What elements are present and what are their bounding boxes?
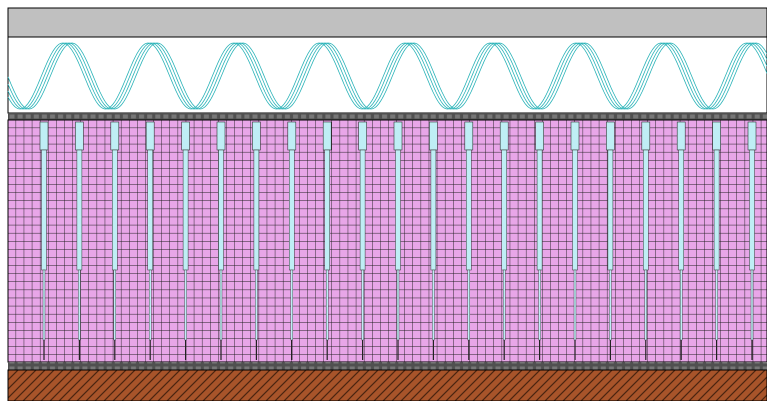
drain-tail (538, 269, 541, 341)
drain-body (147, 149, 153, 271)
drain-head (570, 121, 580, 151)
drain-head (606, 121, 615, 151)
drain-head (110, 121, 120, 151)
drain-head (252, 121, 261, 151)
drain-tail (467, 269, 470, 341)
drain-head (393, 121, 403, 151)
drain-head (464, 121, 474, 151)
soil-grid (7, 119, 767, 363)
drain-head (75, 121, 84, 151)
top-band (7, 7, 767, 38)
drain-body (253, 149, 260, 271)
drain-tail (184, 269, 187, 341)
drain-head (181, 121, 190, 151)
drain-tail (255, 269, 258, 341)
drain-head (499, 121, 509, 151)
drain-tail (573, 269, 577, 341)
drain-body (536, 149, 543, 271)
drain-tail (361, 269, 364, 341)
drain-tail (113, 269, 117, 341)
drain-head (676, 121, 686, 151)
drain-head (429, 121, 438, 151)
drain-tail (326, 269, 329, 341)
drain-body (749, 149, 755, 271)
wave (7, 42, 767, 110)
upper-strip (8, 113, 767, 120)
drain-body (41, 149, 47, 271)
drain-body (430, 149, 437, 271)
drain-head (322, 121, 332, 151)
drain-body (607, 149, 614, 271)
lower-strip (8, 362, 767, 370)
wave (7, 42, 767, 110)
drain-head (39, 121, 49, 151)
drain-body (289, 149, 295, 271)
drain-head (216, 121, 226, 151)
drain-head (712, 121, 721, 151)
drain-body (466, 149, 472, 271)
wave (7, 42, 767, 110)
drain-body (182, 149, 189, 271)
drain-body (324, 149, 330, 271)
wave (7, 42, 767, 110)
drain-body (643, 149, 649, 271)
drain-body (218, 149, 224, 271)
drain-body (395, 149, 401, 271)
drains (39, 121, 757, 360)
drain-tail (715, 269, 718, 341)
drain-head (747, 121, 757, 151)
drain-tail (680, 269, 683, 341)
drain-body (76, 149, 83, 271)
drain-head (145, 121, 155, 151)
base-layer (7, 369, 767, 401)
drain-tail (432, 269, 435, 341)
drain-tail (219, 269, 223, 341)
waves (7, 42, 767, 110)
drain-tail (78, 269, 81, 341)
drain-head (287, 121, 297, 151)
drain-tail (503, 269, 506, 341)
drain-tail (42, 269, 46, 341)
drain-body (501, 149, 507, 271)
drain-body (713, 149, 720, 271)
drain-tail (396, 269, 400, 341)
drain-body (112, 149, 118, 271)
drain-body (359, 149, 366, 271)
drain-tail (290, 269, 293, 341)
drain-tail (644, 269, 647, 341)
drain-head (641, 121, 651, 151)
drain-body (572, 149, 578, 271)
drain-tail (750, 269, 754, 341)
drain-tail (609, 269, 612, 341)
drain-head (358, 121, 367, 151)
drain-head (535, 121, 544, 151)
drain-tail (148, 269, 152, 341)
drain-body (678, 149, 684, 271)
